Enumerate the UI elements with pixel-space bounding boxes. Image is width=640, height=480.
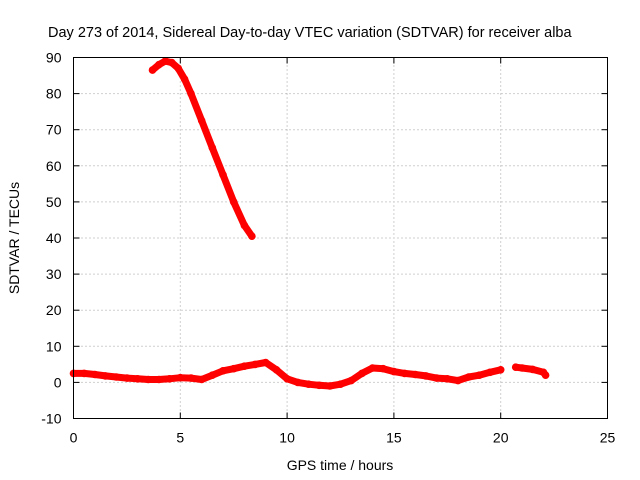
x-tick-label: 10 (279, 430, 295, 446)
data-point (187, 89, 195, 98)
data-point (168, 58, 176, 67)
data-point (496, 366, 505, 374)
chart-title: Day 273 of 2014, Sidereal Day-to-day VTE… (48, 25, 573, 41)
y-tick-label: 20 (46, 302, 62, 318)
data-point (208, 144, 217, 152)
data-point (155, 60, 163, 69)
y-tick-label: -10 (41, 411, 61, 427)
x-tick-label: 5 (176, 430, 184, 446)
data-point (464, 373, 473, 381)
x-axis-label: GPS time / hours (287, 457, 394, 473)
data-point (101, 372, 110, 380)
data-point (272, 366, 281, 374)
data-point (528, 365, 537, 374)
data-point (443, 375, 452, 383)
data-point (187, 374, 195, 382)
data-point (91, 370, 99, 379)
data-point (240, 362, 249, 371)
data-point (347, 376, 356, 385)
data-point (161, 57, 170, 65)
data-point (283, 375, 291, 383)
data-point (315, 381, 323, 390)
data-point (133, 375, 142, 383)
y-tick-label: 80 (46, 86, 62, 102)
tick-layer (73, 57, 608, 419)
data-point (261, 358, 270, 367)
data-point (486, 368, 494, 377)
data-point (475, 371, 484, 380)
data-point (197, 375, 206, 384)
data-point (229, 364, 238, 373)
data-point (180, 75, 189, 83)
data-point (411, 370, 420, 379)
data-point (368, 364, 377, 372)
data-point (251, 360, 259, 369)
data-point (165, 375, 174, 383)
y-tick-label: 50 (46, 194, 62, 210)
data-point (208, 371, 217, 380)
data-point (390, 367, 398, 376)
data-point (112, 373, 120, 381)
data-point (155, 375, 163, 384)
data-point (326, 382, 334, 390)
data-point (422, 372, 430, 380)
data-point (432, 374, 441, 382)
data-point (148, 66, 157, 74)
data-point (197, 116, 206, 125)
data-point (294, 378, 302, 387)
trace-layer (69, 57, 550, 390)
x-tick-label: 15 (386, 430, 402, 446)
data-point (123, 374, 131, 382)
data-point (248, 232, 256, 240)
data-point (229, 198, 238, 206)
data-point (358, 369, 366, 378)
data-point (518, 364, 526, 372)
y-tick-label: 0 (54, 374, 62, 390)
data-point (379, 364, 388, 373)
data-point (454, 376, 462, 385)
data-point (511, 363, 520, 372)
y-tick-label: 90 (46, 50, 62, 66)
y-tick-label: 40 (46, 230, 62, 246)
grid-layer (73, 57, 608, 419)
data-point (219, 367, 227, 375)
tick-label-layer: 0 5 10 15 20 25 -10 0 10 20 30 40 50 60 70 80 90 (41, 50, 615, 446)
data-point (240, 221, 249, 230)
series-line-arc-high (149, 57, 256, 240)
y-tick-label: 70 (46, 122, 62, 138)
data-point (336, 380, 345, 389)
x-tick-label: 20 (493, 430, 509, 446)
y-tick-label: 30 (46, 266, 62, 282)
data-point (400, 369, 409, 378)
y-tick-label: 10 (46, 338, 62, 354)
x-tick-label: 0 (70, 430, 78, 446)
data-point (80, 369, 88, 378)
data-point (304, 380, 313, 389)
data-point (219, 171, 227, 179)
data-point (174, 64, 182, 73)
data-point (144, 375, 153, 384)
data-point (176, 373, 185, 382)
y-axis-label: SDTVAR / TECUs (6, 182, 22, 294)
y-tick-label: 60 (46, 158, 62, 174)
x-tick-label: 25 (600, 430, 616, 446)
data-point (541, 371, 550, 380)
